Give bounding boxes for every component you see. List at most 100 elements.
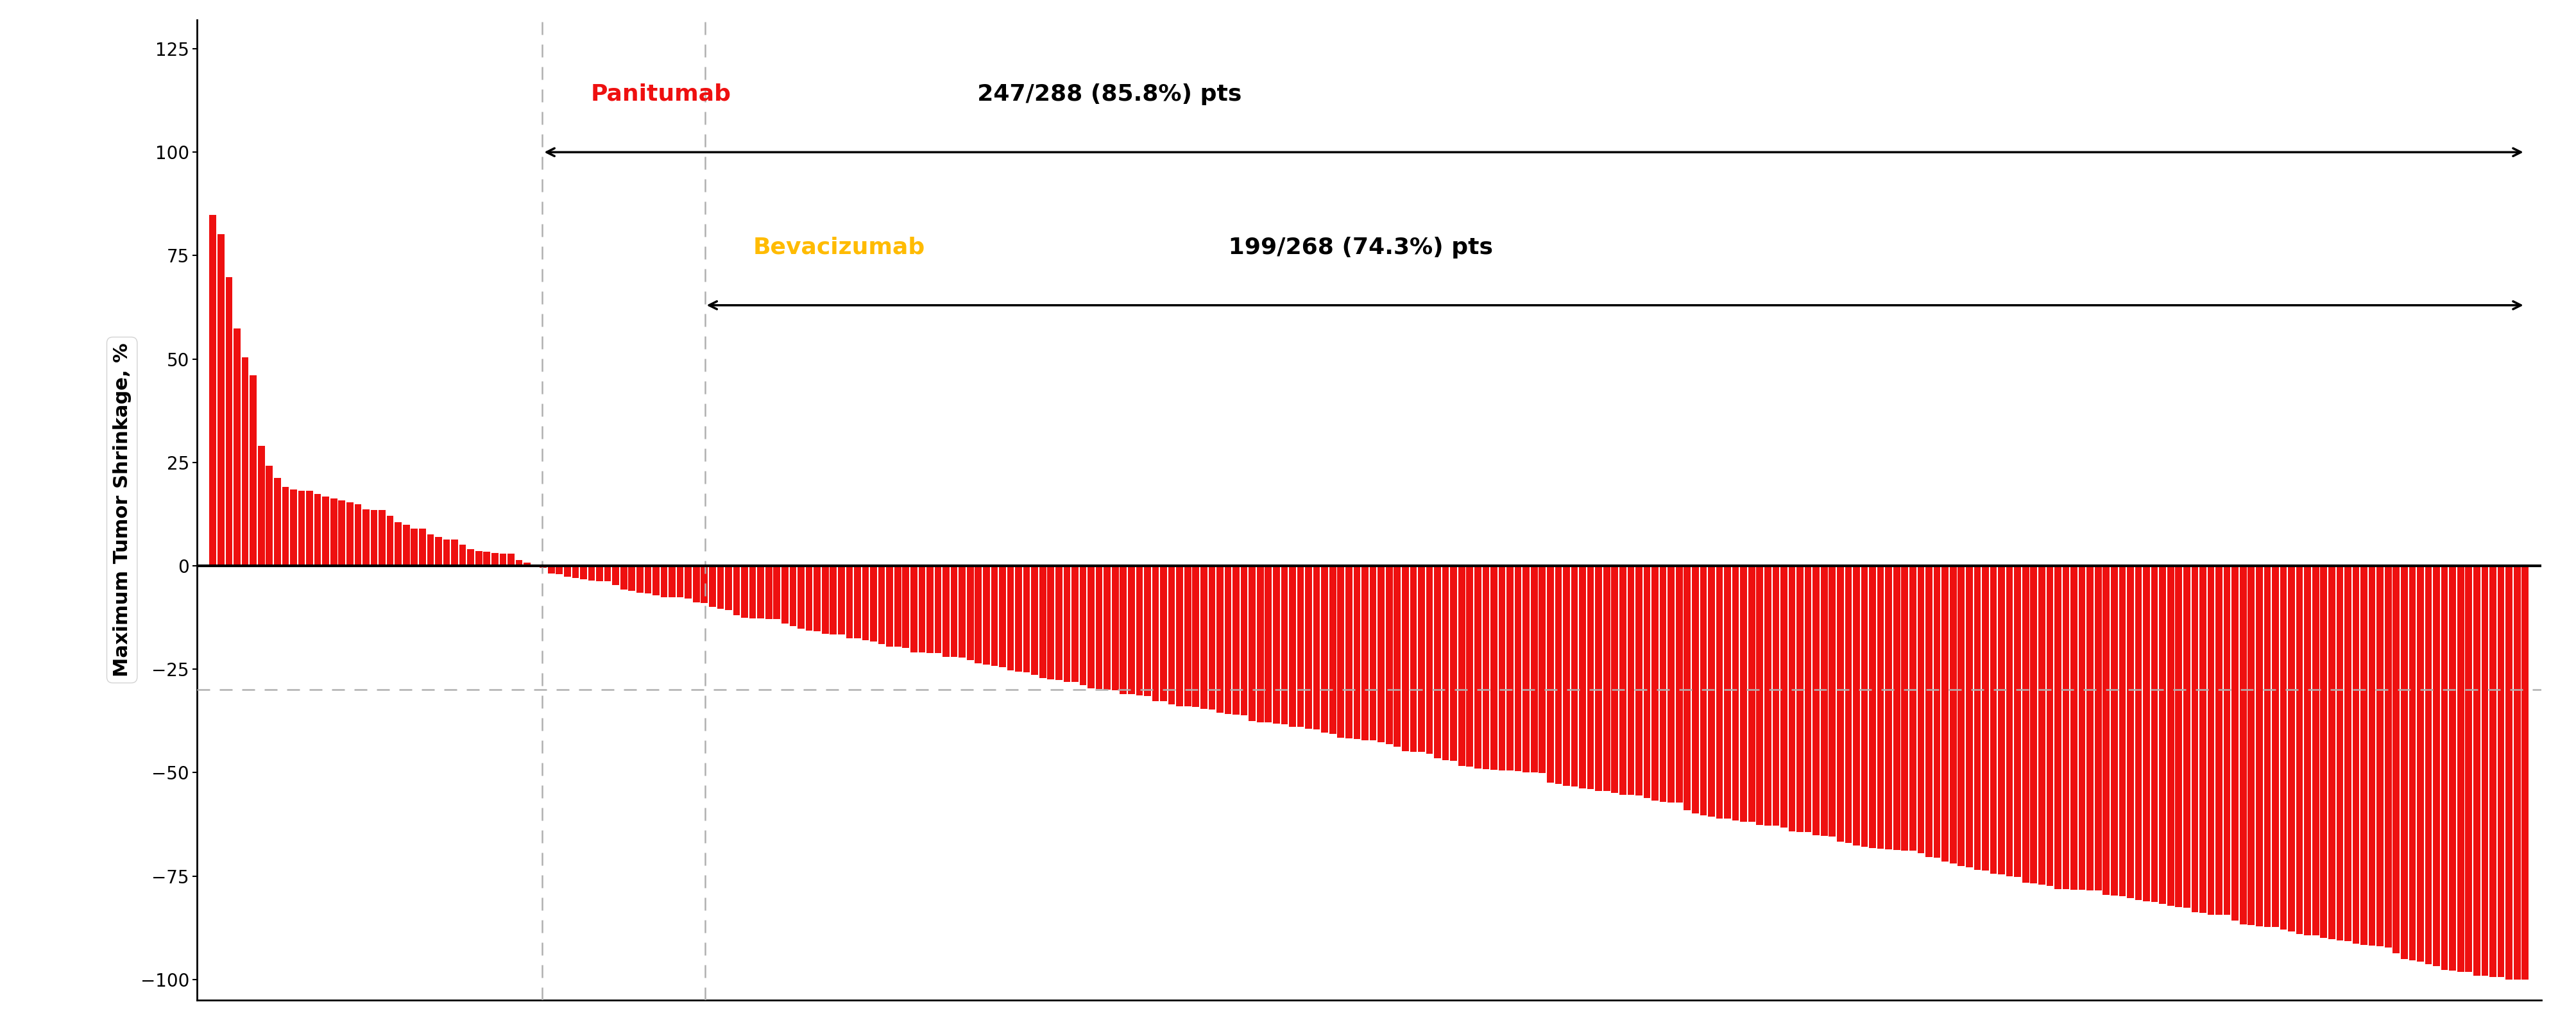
Bar xyxy=(1466,566,1473,709)
Bar xyxy=(693,566,701,602)
Bar xyxy=(917,566,925,622)
Bar xyxy=(685,566,690,599)
Bar xyxy=(886,566,894,647)
Bar xyxy=(2465,566,2470,972)
Bar xyxy=(1167,566,1175,705)
Bar xyxy=(1628,566,1633,795)
Bar xyxy=(2136,566,2141,812)
Bar xyxy=(459,545,466,566)
Bar xyxy=(734,566,739,589)
Text: Panitumab: Panitumab xyxy=(590,84,732,105)
Bar xyxy=(1571,566,1577,786)
Bar xyxy=(1651,566,1659,801)
Bar xyxy=(814,566,819,607)
Bar xyxy=(1803,566,1811,832)
Bar xyxy=(1015,566,1023,671)
Bar xyxy=(1177,566,1182,649)
Bar xyxy=(1288,566,1296,686)
Bar xyxy=(451,554,459,566)
Bar xyxy=(659,566,667,597)
Bar xyxy=(636,566,644,593)
Bar xyxy=(435,557,443,566)
Bar xyxy=(1917,566,1924,854)
Bar xyxy=(1450,566,1455,761)
Bar xyxy=(492,553,497,566)
Bar xyxy=(670,566,675,583)
Bar xyxy=(1924,566,1932,857)
Bar xyxy=(853,566,860,639)
Bar xyxy=(1989,566,1996,874)
Bar xyxy=(1700,566,1705,703)
Bar xyxy=(1208,566,1216,659)
Bar xyxy=(1996,566,2004,775)
Bar xyxy=(750,566,755,597)
Bar xyxy=(1458,566,1466,715)
Bar xyxy=(1659,566,1667,802)
Bar xyxy=(1595,566,1602,790)
Bar xyxy=(1481,566,1489,769)
Bar xyxy=(1023,566,1030,672)
Bar xyxy=(1072,566,1079,682)
Bar xyxy=(629,566,636,591)
Bar xyxy=(1739,566,1747,683)
Bar xyxy=(538,566,546,567)
Bar xyxy=(1723,566,1731,819)
Bar xyxy=(853,566,860,610)
Bar xyxy=(1489,566,1497,704)
Bar xyxy=(1636,566,1641,796)
Bar xyxy=(507,562,515,566)
Bar xyxy=(572,566,580,572)
Bar xyxy=(1216,566,1224,713)
Bar xyxy=(402,557,410,566)
Bar xyxy=(2125,566,2133,801)
Bar xyxy=(1868,566,1875,848)
Bar xyxy=(2239,566,2246,924)
Bar xyxy=(1151,566,1159,701)
Bar xyxy=(1015,566,1023,627)
Bar xyxy=(1723,566,1731,738)
Bar xyxy=(2200,566,2205,913)
Bar xyxy=(1064,566,1069,648)
Bar xyxy=(2200,566,2205,776)
Bar xyxy=(2038,566,2045,884)
Bar xyxy=(773,566,781,591)
Bar xyxy=(822,566,829,633)
Bar xyxy=(878,566,884,645)
Bar xyxy=(1731,566,1739,720)
Bar xyxy=(1618,566,1625,710)
Bar xyxy=(1321,566,1327,679)
Bar xyxy=(629,566,636,584)
Bar xyxy=(1932,566,1940,858)
Bar xyxy=(556,566,562,571)
Bar xyxy=(1507,566,1512,771)
Bar xyxy=(1046,566,1054,618)
Bar xyxy=(1151,566,1159,627)
Bar xyxy=(659,566,667,581)
Bar xyxy=(1942,566,1947,862)
Bar xyxy=(2087,566,2092,890)
Bar xyxy=(1249,566,1255,721)
Bar xyxy=(878,566,884,620)
Bar xyxy=(1110,566,1118,638)
Bar xyxy=(814,566,819,631)
Bar xyxy=(1546,566,1553,692)
Bar xyxy=(716,566,724,609)
Bar xyxy=(1942,566,1947,771)
Bar xyxy=(1602,566,1610,792)
Bar xyxy=(1682,566,1690,683)
Bar xyxy=(1515,566,1520,771)
Bar xyxy=(355,504,361,566)
Bar xyxy=(1499,566,1504,671)
Bar xyxy=(1901,566,1909,743)
Bar xyxy=(1522,566,1530,773)
Bar xyxy=(1378,566,1383,661)
Bar xyxy=(580,566,587,579)
Bar xyxy=(1443,566,1448,666)
Bar xyxy=(1128,566,1133,660)
Bar xyxy=(2094,566,2102,754)
Bar xyxy=(1023,566,1030,625)
Bar xyxy=(1110,566,1118,691)
Bar xyxy=(379,510,386,566)
Bar xyxy=(1216,566,1224,643)
Bar xyxy=(2022,566,2027,882)
